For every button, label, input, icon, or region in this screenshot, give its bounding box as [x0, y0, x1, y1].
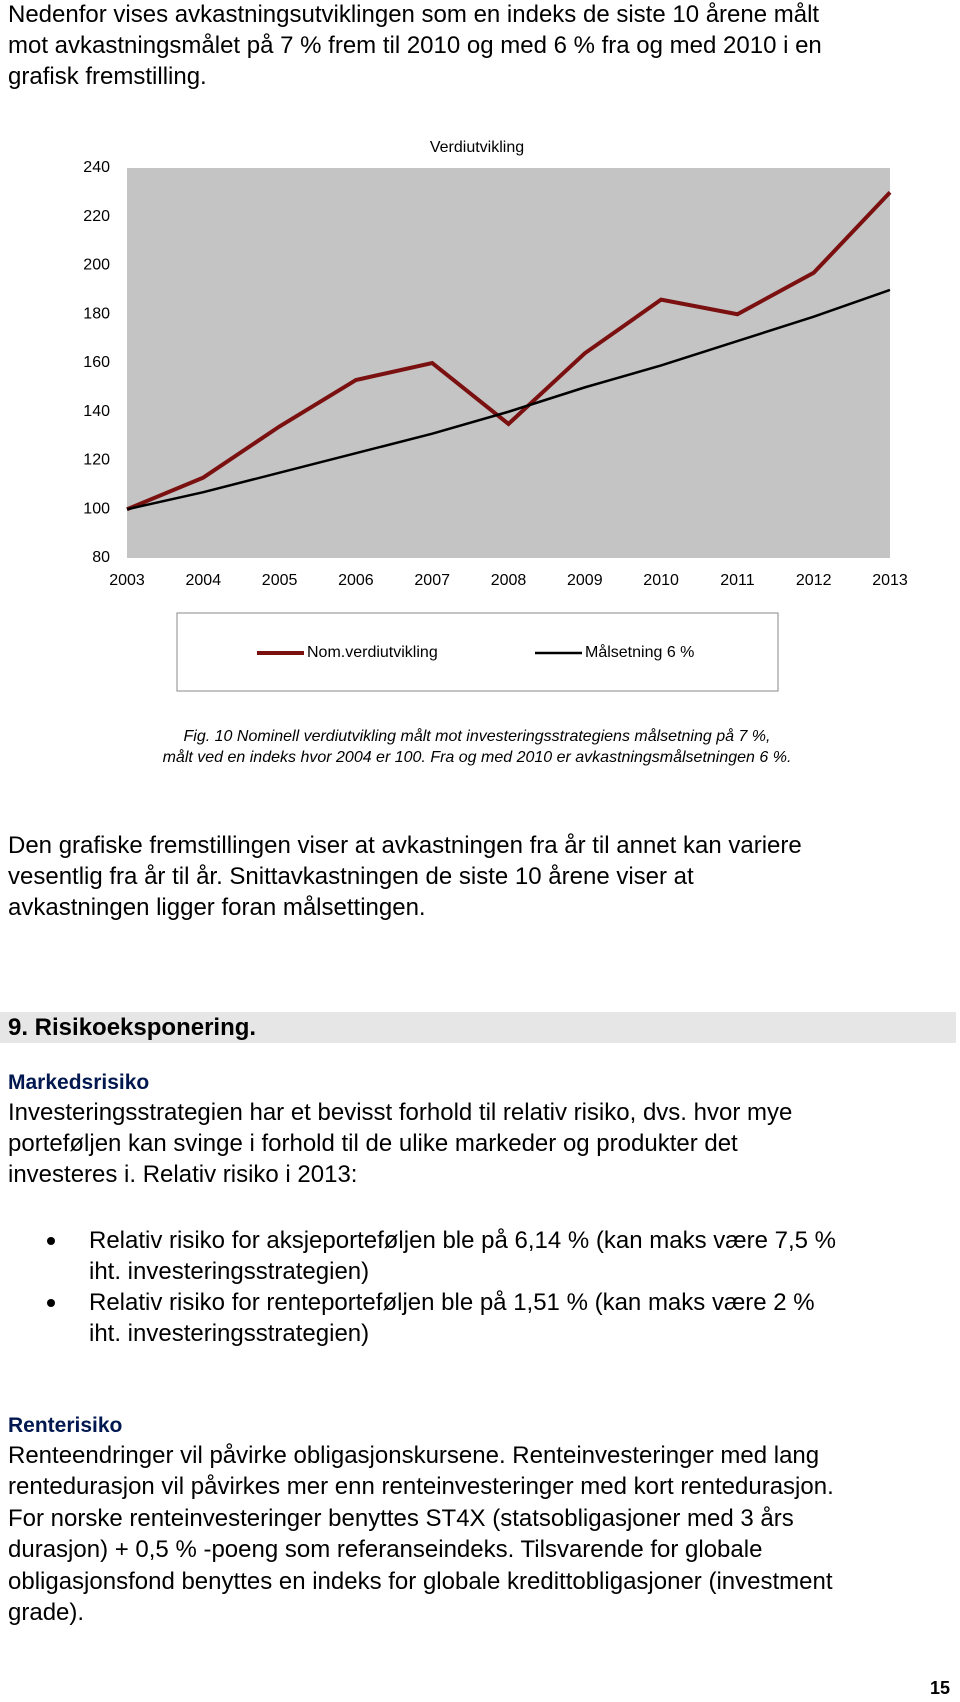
x-tick-label: 2013 — [872, 572, 908, 589]
body-line: For norske renteinvesteringer benyttes S… — [8, 1504, 794, 1532]
legend-label: Nom.verdiutvikling — [307, 644, 438, 661]
x-tick-label: 2006 — [338, 572, 374, 589]
y-tick-label: 80 — [92, 549, 110, 566]
body-line: Renteendringer vil påvirke obligasjonsku… — [8, 1442, 820, 1469]
chart: Verdiutvikling 80 100 120 140 160 180 200 220 24… — [83, 139, 908, 692]
series-line — [126, 288, 891, 511]
y-tick-label: 220 — [83, 208, 110, 225]
y-tick-label: 180 — [83, 305, 110, 322]
y-tick-label: 160 — [83, 354, 110, 371]
body-line: durasjon) + 0,5 % -poeng som referansein… — [8, 1536, 763, 1564]
x-tick-label: 2004 — [186, 572, 222, 589]
x-tick-label: 2007 — [414, 572, 450, 589]
body-line: grade). — [8, 1599, 85, 1626]
paragraph-line: avkastningen ligger foran målsettingen. — [8, 894, 426, 921]
page-number: 15 — [929, 1678, 950, 1698]
y-tick-label: 240 — [83, 159, 110, 176]
intro-line: grafisk fremstilling. — [8, 63, 207, 90]
chart-title: Verdiutvikling — [430, 139, 524, 156]
body-line: Investeringsstrategien har et bevisst fo… — [8, 1099, 793, 1126]
x-tick-label: 2005 — [262, 572, 298, 589]
paragraph-line: vesentlig fra år til år. Snittavkastning… — [8, 863, 694, 890]
x-tick-label: 2008 — [491, 572, 527, 589]
x-tick-label: 2003 — [109, 572, 145, 589]
y-tick-label: 100 — [83, 500, 110, 517]
x-tick-label: 2010 — [643, 572, 679, 589]
bullet-line: iht. investeringsstrategien) — [89, 1320, 370, 1347]
caption-line: Fig. 10 Nominell verdiutvikling målt mot… — [183, 728, 771, 745]
heading-bar — [0, 1012, 956, 1043]
paragraph-line: Den grafiske fremstillingen viser at avk… — [8, 832, 802, 859]
bullet-line: iht. investeringsstrategien) — [89, 1258, 370, 1285]
y-tick-label: 200 — [83, 257, 110, 274]
bullet — [47, 1299, 55, 1307]
caption-line: målt ved en indeks hvor 2004 er 100. Fra… — [162, 749, 792, 766]
y-tick-label: 120 — [83, 452, 110, 469]
x-tick-label: 2012 — [796, 572, 832, 589]
plot-area — [127, 168, 890, 558]
body-line: rentedurasjon vil påvirkes mer enn rente… — [8, 1473, 834, 1501]
intro-line: mot avkastningsmålet på 7 % frem til 201… — [8, 32, 822, 59]
bullet-line: Relativ risiko for renteporteføljen ble … — [89, 1289, 815, 1316]
bullet — [47, 1237, 55, 1245]
body-line: investeres i. Relativ risiko i 2013: — [8, 1161, 358, 1188]
section-heading: 9. Risikoeksponering. — [8, 1014, 257, 1041]
legend-label: Målsetning 6 % — [585, 643, 694, 661]
body-line: porteføljen kan svinge i forhold til de … — [8, 1130, 738, 1157]
intro-line: Nedenfor vises avkastningsutviklingen so… — [8, 1, 820, 28]
x-tick-label: 2011 — [720, 572, 755, 589]
series-line — [126, 190, 892, 512]
bullet-line: Relativ risiko for aksjeporteføljen ble … — [89, 1227, 836, 1254]
subsection-title: Markedsrisiko — [8, 1071, 150, 1094]
subsection-title: Renterisiko — [8, 1414, 123, 1437]
body-line: obligasjonsfond benyttes en indeks for g… — [8, 1567, 833, 1595]
y-tick-label: 140 — [83, 403, 110, 420]
x-tick-label: 2009 — [567, 572, 603, 589]
